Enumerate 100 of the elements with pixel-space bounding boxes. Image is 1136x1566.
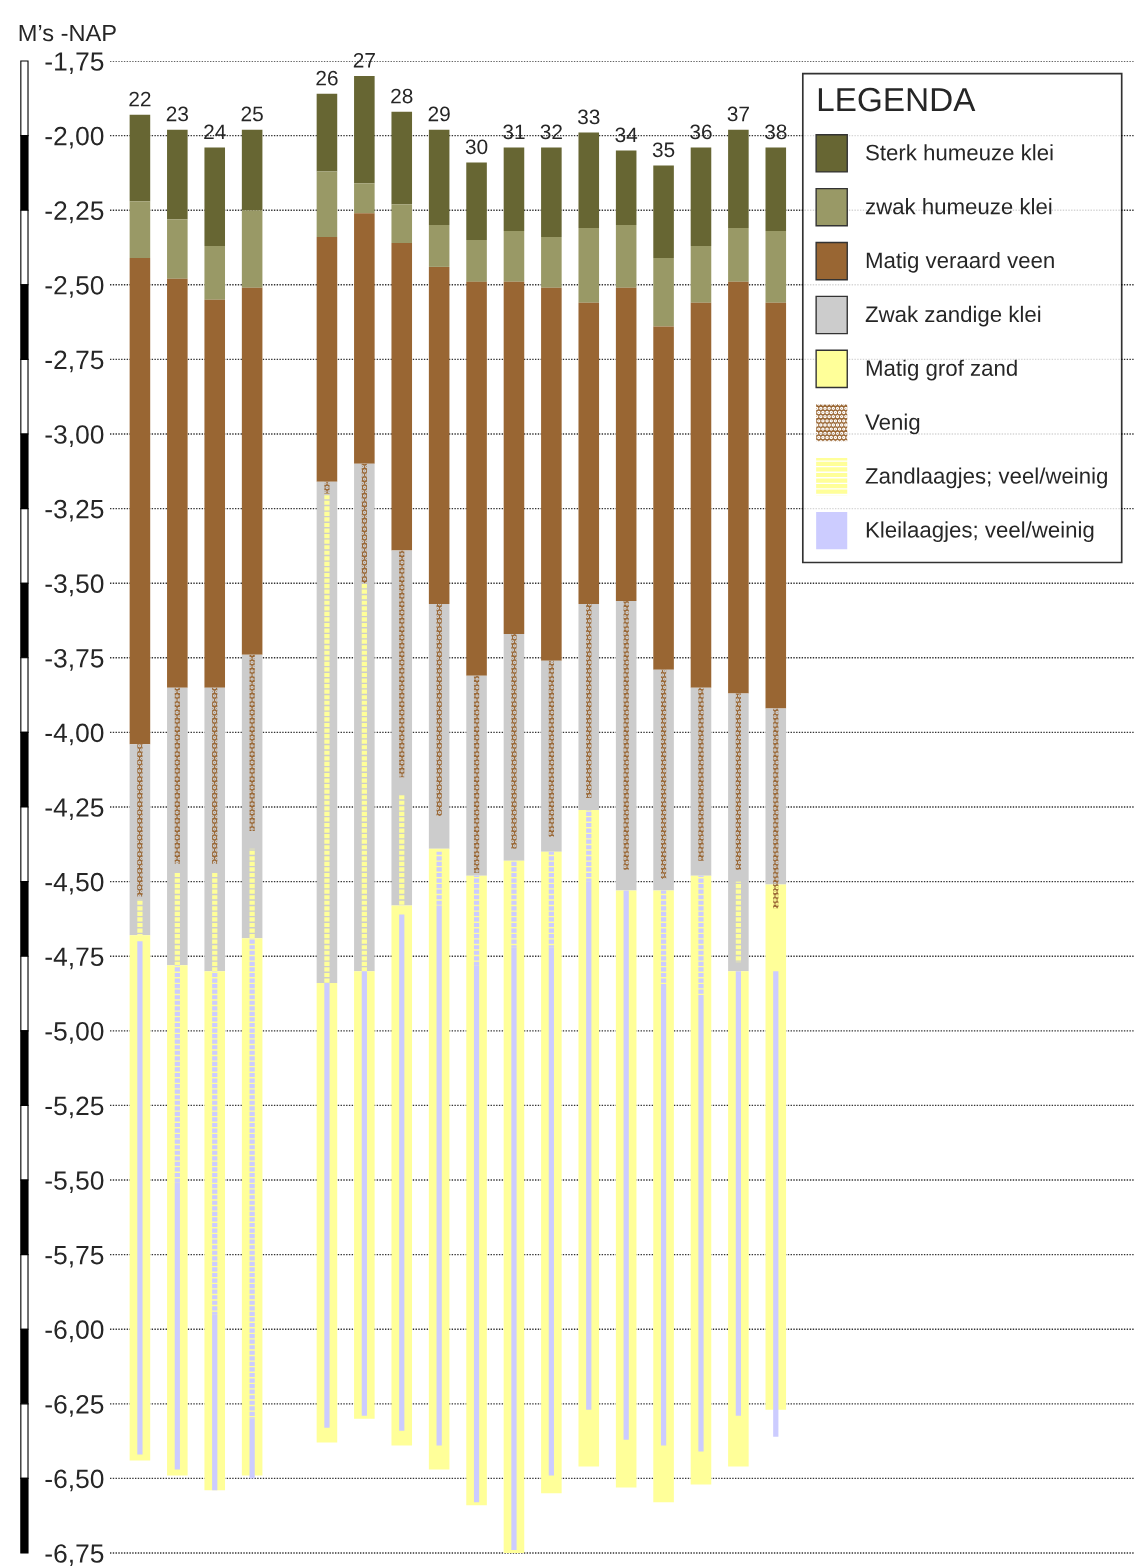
bar xyxy=(204,299,226,688)
bar xyxy=(324,481,330,494)
x-tick-label: 22 xyxy=(129,91,151,107)
bar xyxy=(765,147,787,232)
bar xyxy=(511,947,517,1551)
x-tick-label: 31 xyxy=(503,124,525,140)
bar xyxy=(660,986,667,1446)
bar xyxy=(548,660,554,837)
bar xyxy=(428,266,450,605)
bar xyxy=(541,147,562,238)
bar xyxy=(428,225,450,267)
x-tick-label: 23 xyxy=(166,106,188,122)
bar xyxy=(436,905,442,1446)
x-tick-label: 29 xyxy=(428,106,450,122)
y-tick-label: -4,50 xyxy=(45,872,104,895)
bar xyxy=(578,302,600,605)
bar xyxy=(167,278,188,688)
bar xyxy=(436,851,442,906)
bar xyxy=(735,693,741,870)
bar xyxy=(167,129,188,220)
bar xyxy=(204,147,226,247)
y-tick-label: -2,25 xyxy=(45,201,104,224)
legend-label: Zwak zandige klei xyxy=(865,305,1041,327)
bar xyxy=(212,687,218,864)
bar xyxy=(466,240,487,282)
bar xyxy=(249,938,255,1419)
bar xyxy=(436,604,442,816)
y-tick-label: -3,75 xyxy=(45,648,104,671)
bar xyxy=(137,899,143,936)
bar xyxy=(316,237,338,482)
x-tick-label: 33 xyxy=(577,109,600,125)
x-tick-label: 26 xyxy=(316,70,338,86)
bar xyxy=(129,114,151,202)
x-tick-label: 36 xyxy=(690,124,712,140)
bar xyxy=(548,851,554,948)
bar xyxy=(249,848,255,939)
bar xyxy=(615,225,637,288)
bar xyxy=(174,687,180,864)
bar xyxy=(765,231,787,303)
bar xyxy=(204,246,226,300)
y-tick-label: -6,50 xyxy=(45,1469,104,1492)
bar xyxy=(212,971,218,1315)
bar xyxy=(354,213,375,464)
bar xyxy=(541,237,562,288)
bar xyxy=(129,257,151,745)
bar xyxy=(698,687,704,861)
y-tick-label: -6,25 xyxy=(45,1394,104,1417)
x-tick-label: 24 xyxy=(204,124,226,140)
x-tick-label: 25 xyxy=(241,106,263,122)
y-tick-label: -5,00 xyxy=(45,1021,104,1044)
bar xyxy=(690,302,712,688)
bar xyxy=(765,302,787,709)
bar xyxy=(399,550,405,778)
bar xyxy=(174,965,180,1184)
bar xyxy=(241,210,263,288)
y-tick-label: -3,50 xyxy=(45,574,104,597)
bar xyxy=(137,941,143,1455)
bar xyxy=(174,1183,180,1470)
bar xyxy=(137,744,143,897)
legend-label: zwak humeuze klei xyxy=(865,198,1052,215)
bar xyxy=(728,228,749,282)
legend-label: Kleilaagjes; veel/weinig xyxy=(866,521,1094,543)
bar xyxy=(660,890,667,987)
bar xyxy=(541,287,562,661)
legend-label: Matig veraard veen xyxy=(866,251,1054,273)
x-tick-label: 27 xyxy=(353,52,375,68)
bar xyxy=(698,875,704,996)
bar xyxy=(773,708,779,909)
legend-title: LEGENDA xyxy=(818,87,976,112)
y-tick-label: -3,00 xyxy=(45,425,104,447)
y-tick-label: -6,00 xyxy=(45,1320,104,1343)
bar xyxy=(361,463,367,584)
bar xyxy=(653,165,674,258)
bar xyxy=(728,281,749,694)
bar xyxy=(241,287,263,655)
bar xyxy=(623,890,629,1440)
bar xyxy=(391,111,413,205)
bar xyxy=(466,281,487,676)
bar xyxy=(391,204,413,244)
y-tick-label: -1,75 xyxy=(45,52,104,74)
bar xyxy=(316,93,338,172)
bar xyxy=(324,983,330,1428)
bar xyxy=(503,231,525,282)
bar xyxy=(503,147,525,232)
bar xyxy=(212,872,218,972)
bar xyxy=(660,669,667,879)
x-tick-label: 30 xyxy=(465,139,488,155)
bar xyxy=(653,257,674,327)
bar xyxy=(503,281,525,634)
bar xyxy=(354,183,375,214)
bar xyxy=(773,971,779,1437)
bar xyxy=(361,583,367,972)
bar xyxy=(129,201,151,258)
bar xyxy=(690,246,712,303)
y-tick-label: -4,75 xyxy=(45,947,104,970)
y-tick-label: -5,25 xyxy=(45,1096,104,1119)
bar xyxy=(324,493,330,984)
y-tick-label: -2,50 xyxy=(45,275,104,298)
x-tick-label: 37 xyxy=(727,106,749,122)
bar xyxy=(615,150,637,226)
